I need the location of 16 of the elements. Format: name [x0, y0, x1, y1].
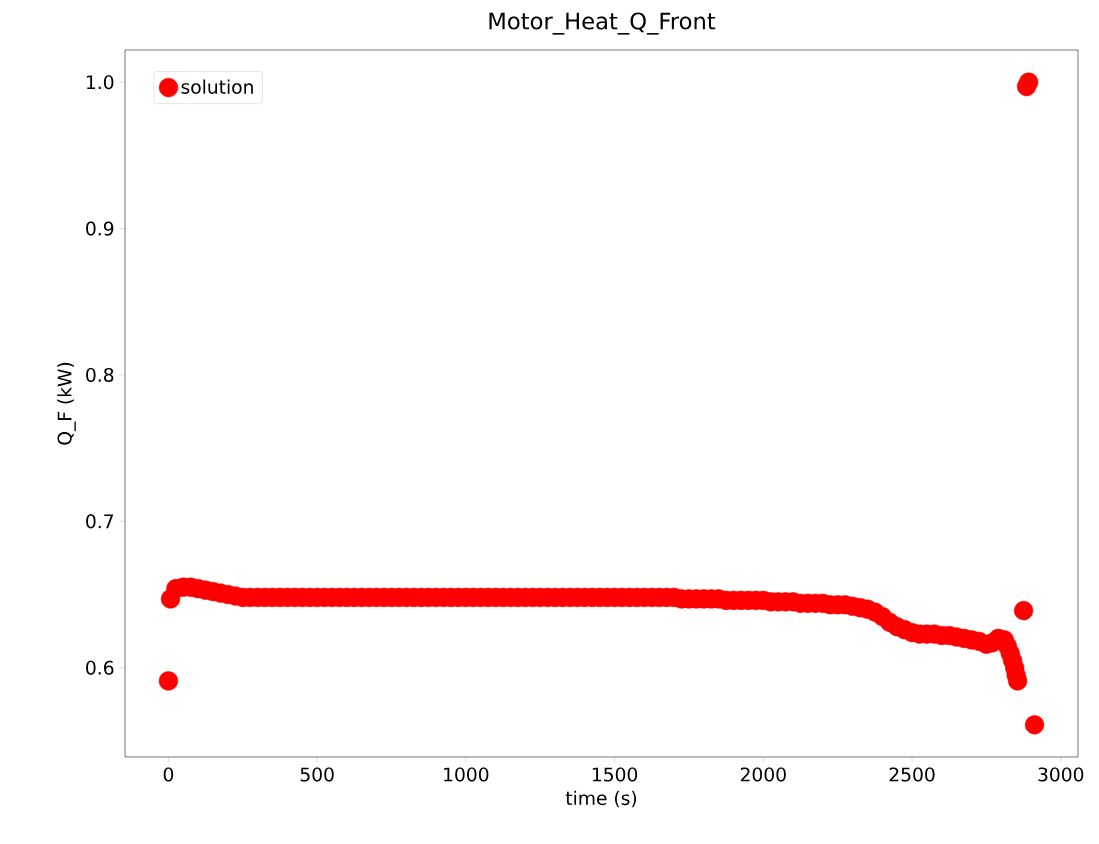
y-tick-label: 1.0 — [86, 75, 114, 90]
y-tick-label: 0.9 — [86, 221, 114, 236]
y-tick-label: 0.7 — [86, 514, 114, 529]
x-tick-label: 3000 — [1038, 767, 1084, 782]
y-tick-label: 0.6 — [86, 660, 114, 675]
x-tick-label: 500 — [300, 767, 334, 782]
x-tick-label: 0 — [163, 767, 174, 782]
y-axis-title: Q_F (kW) — [57, 362, 76, 445]
x-tick-label: 2000 — [740, 767, 786, 782]
legend-label: solution — [181, 79, 253, 94]
x-tick-label: 1000 — [444, 767, 489, 782]
y-tick-label: 0.8 — [86, 367, 114, 383]
x-axis-title: time (s) — [565, 790, 637, 808]
x-tick-label: 1500 — [592, 767, 638, 782]
chart-title: Motor_Heat_Q_Front — [489, 12, 716, 35]
x-tick-label: 2500 — [889, 767, 935, 782]
